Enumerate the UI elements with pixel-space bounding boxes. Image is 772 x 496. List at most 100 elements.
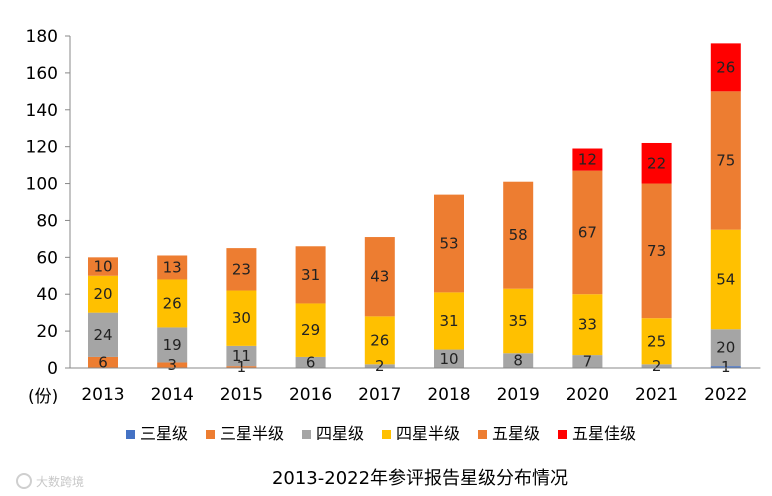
bar-segment — [434, 349, 464, 368]
chart-title: 2013-2022年参评报告星级分布情况 — [272, 468, 568, 489]
bar-segment — [295, 246, 326, 304]
data-label: 12 — [578, 151, 597, 169]
legend-swatch — [558, 430, 567, 439]
y-tick-label: 160 — [26, 64, 58, 84]
watermark-logo-icon — [16, 473, 32, 489]
data-label: 13 — [163, 258, 182, 276]
bar-segment — [364, 364, 395, 368]
legend-label: 三星级 — [140, 424, 188, 443]
y-axis-unit-label: (份) — [28, 387, 58, 407]
bar-segment — [226, 366, 257, 368]
data-label: 1 — [721, 358, 731, 376]
data-label: 75 — [716, 152, 735, 170]
data-label: 24 — [93, 326, 112, 344]
watermark: 大数跨境 — [16, 473, 84, 489]
data-label: 29 — [301, 321, 320, 339]
data-label: 54 — [716, 270, 735, 288]
y-tick-label: 120 — [26, 138, 58, 158]
bar-segment — [641, 318, 672, 365]
watermark-text: 大数跨境 — [36, 474, 84, 489]
bar-segment — [710, 366, 741, 368]
legend-swatch — [126, 430, 135, 439]
data-label: 31 — [301, 266, 320, 284]
data-label: 3 — [167, 356, 177, 374]
bar-segment — [572, 148, 603, 171]
data-label: 19 — [163, 336, 182, 354]
bar-segment — [434, 292, 464, 350]
bar-segment — [157, 327, 188, 363]
bar-segment — [226, 345, 257, 367]
bar-segment — [226, 290, 257, 346]
y-tick-label: 100 — [26, 175, 58, 195]
bar-segment — [88, 275, 118, 313]
data-label: 26 — [163, 294, 182, 312]
data-label: 30 — [232, 309, 251, 327]
data-label: 26 — [716, 58, 735, 76]
bar-segment — [641, 364, 672, 368]
bar-segment — [503, 353, 534, 368]
data-label: 10 — [439, 350, 458, 368]
bar-segment — [503, 288, 534, 354]
y-tick-label: 0 — [47, 359, 58, 379]
legend-label: 三星半级 — [220, 424, 284, 443]
data-label: 2 — [375, 357, 385, 375]
legend: 三星级 三星半级 四星级 四星半级 五星级 五星佳级 — [126, 424, 636, 443]
data-label: 6 — [98, 353, 108, 371]
x-tick-label: 2020 — [566, 385, 609, 405]
bar-segment — [641, 183, 672, 319]
bar-segment — [710, 329, 741, 367]
x-tick-label: 2017 — [358, 385, 401, 405]
data-label: 73 — [647, 242, 666, 260]
data-label: 8 — [513, 352, 523, 370]
data-label: 26 — [370, 331, 389, 349]
bars — [88, 43, 741, 368]
y-axis: 0 20 40 60 80 100 120 140 160 180 — [26, 27, 71, 379]
data-label: 10 — [93, 258, 112, 276]
legend-label: 四星级 — [316, 424, 364, 443]
y-tick-label: 60 — [36, 248, 58, 268]
data-label: 11 — [232, 347, 251, 365]
bar-segment — [710, 229, 741, 330]
legend-label: 五星佳级 — [572, 424, 636, 443]
bar-segment — [434, 194, 464, 293]
x-tick-label: 2021 — [635, 385, 678, 405]
bar-segment — [572, 294, 603, 356]
bar-segment — [157, 362, 188, 368]
bar-segment — [88, 356, 118, 368]
legend-label: 五星级 — [492, 424, 540, 443]
data-label: 53 — [439, 235, 458, 253]
bar-segment — [157, 279, 188, 328]
data-label: 43 — [370, 268, 389, 286]
y-tick-label: 80 — [36, 211, 58, 231]
x-tick-label: 2016 — [289, 385, 332, 405]
data-label: 7 — [583, 353, 593, 371]
data-label: 67 — [578, 223, 597, 241]
data-label: 22 — [647, 154, 666, 172]
data-label: 2 — [652, 357, 662, 375]
bar-segment — [88, 312, 118, 357]
x-tick-label: 2022 — [704, 385, 747, 405]
legend-swatch — [302, 430, 311, 439]
data-label: 20 — [716, 339, 735, 357]
legend-swatch — [382, 430, 391, 439]
bar-segment — [295, 303, 326, 357]
y-tick-label: 140 — [26, 101, 58, 121]
x-tick-label: 2019 — [497, 385, 540, 405]
bar-segment — [710, 91, 741, 230]
data-label: 1 — [237, 358, 247, 376]
y-tick-label: 180 — [26, 27, 58, 47]
bar-segment — [88, 257, 118, 276]
data-label: 25 — [647, 332, 666, 350]
legend-swatch — [206, 430, 215, 439]
bar-segment — [157, 255, 188, 280]
bar-segment — [710, 43, 741, 92]
bar-segment — [641, 142, 672, 184]
legend-label: 四星半级 — [396, 424, 460, 443]
x-tick-label: 2018 — [427, 385, 470, 405]
bar-segment — [503, 181, 534, 289]
bar-segment — [226, 248, 257, 291]
segment-labels: 6242010319261311130236293122643103153835… — [93, 58, 735, 376]
data-label: 31 — [439, 312, 458, 330]
y-tick-label: 20 — [36, 322, 58, 342]
